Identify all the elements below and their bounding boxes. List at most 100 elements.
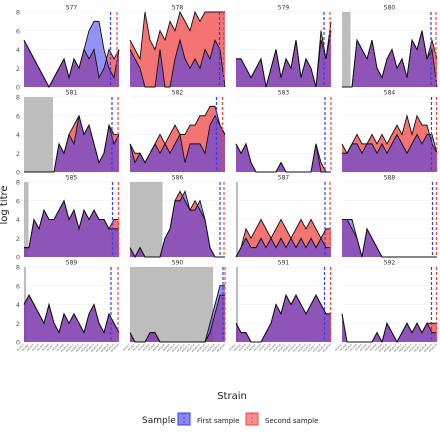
series-first-line [342, 30, 438, 88]
x-tick-label: A/SA/7 [258, 343, 267, 352]
series-first-line [129, 190, 225, 258]
x-tick-label: A/SA/16 [408, 343, 418, 353]
x-tick-label: A/SA/12 [70, 343, 80, 353]
x-tick-label: A/SA/4 [243, 343, 252, 352]
panel-581: 581 0 2 4 6 8 [16, 90, 120, 177]
x-tick-label: A/SA/9 [268, 343, 277, 352]
x-tick-label: A/SA/1 [122, 343, 131, 352]
panel-grid: 577 0 2 4 6 8 578 579 580 581 0 2 4 6 8 582 583 584 585 0 2 4… [16, 5, 438, 353]
panel-title: 592 [384, 260, 396, 267]
x-tick-label: A/SA/14 [80, 343, 90, 353]
x-tick-label: A/SA/12 [282, 343, 292, 353]
x-tick-label: A/SA/16 [196, 343, 206, 353]
series-first-line [341, 313, 437, 344]
x-tick-label: A/SA/16 [302, 343, 312, 353]
panel-title: 590 [172, 260, 184, 267]
x-tick-label: A/SA/3 [344, 343, 353, 352]
x-tick-label: A/SA/9 [374, 343, 383, 352]
legend-label-first: First sample [197, 417, 239, 425]
x-tick-label: A/SA/17 [307, 343, 317, 353]
y-tick-label: 4 [16, 131, 20, 139]
x-tick-label: A/SA/20 [110, 343, 120, 353]
x-tick-label: A/SA/14 [186, 343, 196, 353]
x-tick-label: A/SA/18 [100, 343, 110, 353]
panel-title: 586 [172, 175, 184, 182]
x-tick-label: A/SA/11 [65, 343, 75, 353]
x-tick-label: A/SA/10 [60, 343, 70, 353]
series-first-area [342, 134, 437, 172]
x-tick-label: A/SA/15 [297, 343, 307, 353]
shaded-region [130, 267, 213, 342]
panel-title: 591 [278, 260, 290, 267]
x-tick-label: A/SA/18 [312, 343, 322, 353]
y-tick-label: 2 [16, 150, 20, 158]
x-tick-label: A/SA/15 [191, 343, 201, 353]
y-tick-label: 6 [16, 112, 20, 120]
x-tick-label: A/SA/1 [228, 343, 237, 352]
x-tick-label: A/SA/7 [152, 343, 161, 352]
series-first-area [130, 285, 225, 342]
x-tick-label: A/SA/7 [46, 343, 55, 352]
series-first-area [24, 21, 119, 88]
y-axis-label: log titre [0, 185, 10, 224]
x-tick-label: A/SA/2 [127, 343, 136, 352]
x-tick-label: A/SA/13 [75, 343, 85, 353]
x-tick-label: A/SA/3 [26, 343, 35, 352]
y-tick-label: 2 [16, 320, 20, 328]
series-first-line [129, 285, 225, 343]
legend: Sample First sample Second sample [142, 412, 318, 426]
x-tick-label: A/SA/10 [272, 343, 282, 353]
x-tick-label: A/SA/11 [383, 343, 393, 353]
panel-585: 585 0 2 4 6 8 [16, 175, 120, 262]
x-tick-label: A/SA/17 [95, 343, 105, 353]
x-tick-label: A/SA/19 [105, 343, 115, 353]
x-tick-label: A/SA/8 [263, 343, 272, 352]
series-first-line [235, 293, 331, 343]
x-tick-label: A/SA/13 [181, 343, 191, 353]
panel-588: 588 [342, 175, 438, 258]
x-tick-label: A/SA/1 [16, 343, 25, 352]
panel-title: 583 [278, 90, 290, 97]
y-tick-label: 6 [16, 27, 20, 35]
series-first-area [342, 30, 437, 87]
x-tick-label: A/SA/9 [162, 343, 171, 352]
y-tick-label: 8 [16, 264, 20, 272]
legend-label-second: Second sample [265, 417, 318, 425]
series-first-line [24, 199, 119, 249]
series-first-area [236, 143, 331, 172]
panel-title: 579 [278, 5, 290, 12]
y-tick-label: 2 [16, 65, 20, 73]
series-second-line [235, 218, 331, 258]
series-first-area [236, 30, 331, 87]
series-first-line [235, 142, 331, 173]
series-first-area [130, 40, 225, 87]
panel-584: 584 [341, 90, 438, 173]
panel-title: 589 [66, 260, 78, 267]
y-tick-label: 8 [16, 179, 20, 187]
y-tick-label: 0 [16, 169, 20, 177]
shaded-region [236, 267, 238, 342]
shaded-region [130, 182, 163, 257]
panel-589: 58902468A/SA/1A/SA/2A/SA/3A/SA/4A/SA/5A/… [16, 260, 120, 353]
x-tick-label: A/SA/2 [339, 343, 348, 352]
x-tick-label: A/SA/2 [233, 343, 242, 352]
panel-title: 585 [66, 175, 78, 182]
x-tick-label: A/SA/15 [85, 343, 95, 353]
x-tick-label: A/SA/17 [413, 343, 423, 353]
y-tick-label: 0 [16, 339, 20, 347]
x-tick-label: A/SA/8 [157, 343, 166, 352]
panel-title: 588 [384, 175, 396, 182]
series-second-line [341, 114, 438, 155]
x-tick-label: A/SA/6 [41, 343, 50, 352]
y-tick-label: 6 [16, 197, 20, 205]
x-tick-label: A/SA/20 [428, 343, 438, 353]
x-tick-label: A/SA/7 [364, 343, 373, 352]
x-tick-label: A/SA/5 [248, 343, 257, 352]
series-first-area [24, 115, 119, 172]
x-tick-label: A/SA/5 [354, 343, 363, 352]
y-tick-label: 4 [16, 46, 20, 54]
x-tick-label: A/SA/18 [206, 343, 216, 353]
y-tick-label: 0 [16, 254, 20, 262]
x-tick-label: A/SA/4 [31, 343, 40, 352]
x-tick-label: A/SA/16 [90, 343, 100, 353]
